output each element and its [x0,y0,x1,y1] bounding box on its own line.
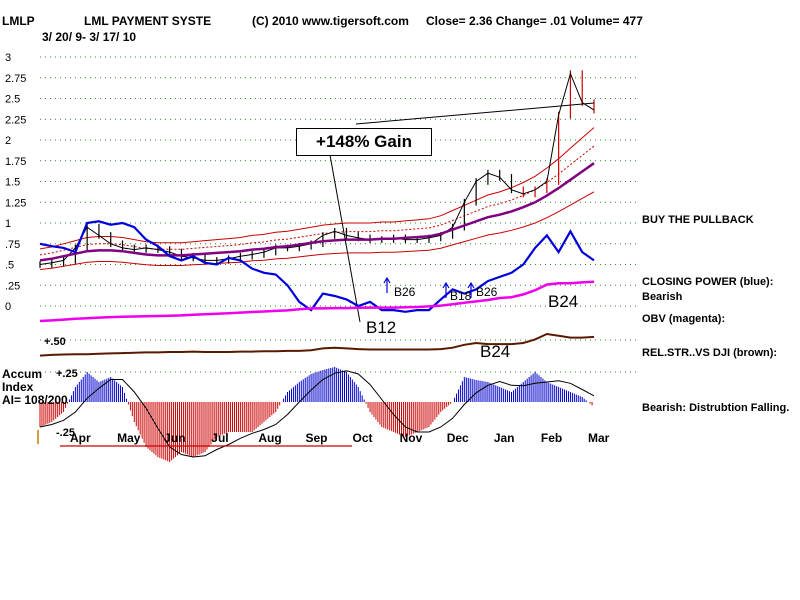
month-label: Sep [305,431,327,445]
month-label: Feb [541,431,562,445]
month-label: Oct [353,431,373,445]
relstr-line [39,332,595,357]
buy-arrow-head [442,281,450,289]
month-label: Mar [588,431,610,445]
month-label: May [117,431,141,445]
date-range: 3/ 20/ 9- 3/ 17/ 10 [42,30,137,44]
resistance-line [355,102,595,125]
note-cp-title: CLOSING POWER (blue): [642,276,774,288]
upper-band-line [39,127,595,250]
gain-pointer-line [329,154,361,323]
buy-arrow-head [467,281,475,289]
price-tick-label: 2.5 [5,94,20,106]
price-tick-label: 2 [5,135,11,147]
signal-label: B12 [366,318,396,337]
buy-arrow-head [383,276,391,284]
note-cp-value: Bearish [642,291,683,303]
price-tick-label: 1.25 [5,197,26,209]
note-relstr: REL.STR..VS DJI (brown): [642,347,778,359]
month-label: Apr [70,431,91,445]
accum-bottom-label: -.25 [56,427,75,439]
signal-label: B18 [450,289,472,303]
price-tick-label: 1 [5,218,11,230]
note-buy: BUY THE PULLBACK [642,214,754,226]
month-label: Jul [211,431,228,445]
ticker: LMLP [2,14,35,28]
company-name: LML PAYMENT SYSTE [84,14,212,28]
copyright: (C) 2010 www.tigersoft.com [252,14,409,28]
price-tick-label: 0 [5,301,11,313]
signal-label: B24 [548,292,578,311]
lower-band-line [39,191,595,270]
price-tick-label: 1.5 [5,177,20,189]
signal-label: B26 [476,285,498,299]
accum-label-line1: Accum [2,367,43,381]
accum-label: Accum Index AI= 108/200 [2,368,68,407]
month-label: Jan [494,431,515,445]
closing-power-line [39,220,595,313]
price-tick-label: .5 [5,260,14,272]
accum-label-line2: Index [2,380,34,394]
band-dotted-line [39,145,595,256]
note-accum: Bearish: Distrubtion Falling. [642,402,790,414]
gain-box: +148% Gain [296,128,432,156]
month-label: Nov [400,431,423,445]
obv-line [39,280,595,323]
month-label: Jun [164,431,185,445]
accum-top-label: +.25 [56,368,78,380]
moving-average-line [39,162,595,262]
price-tick-label: 2.25 [5,114,26,126]
price-tick-label: 3 [5,52,11,64]
month-label: Dec [447,431,469,445]
signal-label: B26 [394,285,416,299]
month-label: Aug [258,431,281,445]
accum-average-line [39,370,595,458]
price-stats: Close= 2.36 Change= .01 Volume= 477 [426,14,643,28]
price-tick-label: 1.75 [5,156,26,168]
relstr-axis-label: +.50 [44,336,66,348]
price-tick-label: .25 [5,280,20,292]
price-tick-label: .75 [5,239,20,251]
accum-label-line3: AI= 108/200 [2,393,68,407]
price-close-line [39,72,595,265]
price-tick-label: 2.75 [5,73,26,85]
signal-label: B24 [480,342,510,361]
note-obv: OBV (magenta): [642,313,726,325]
